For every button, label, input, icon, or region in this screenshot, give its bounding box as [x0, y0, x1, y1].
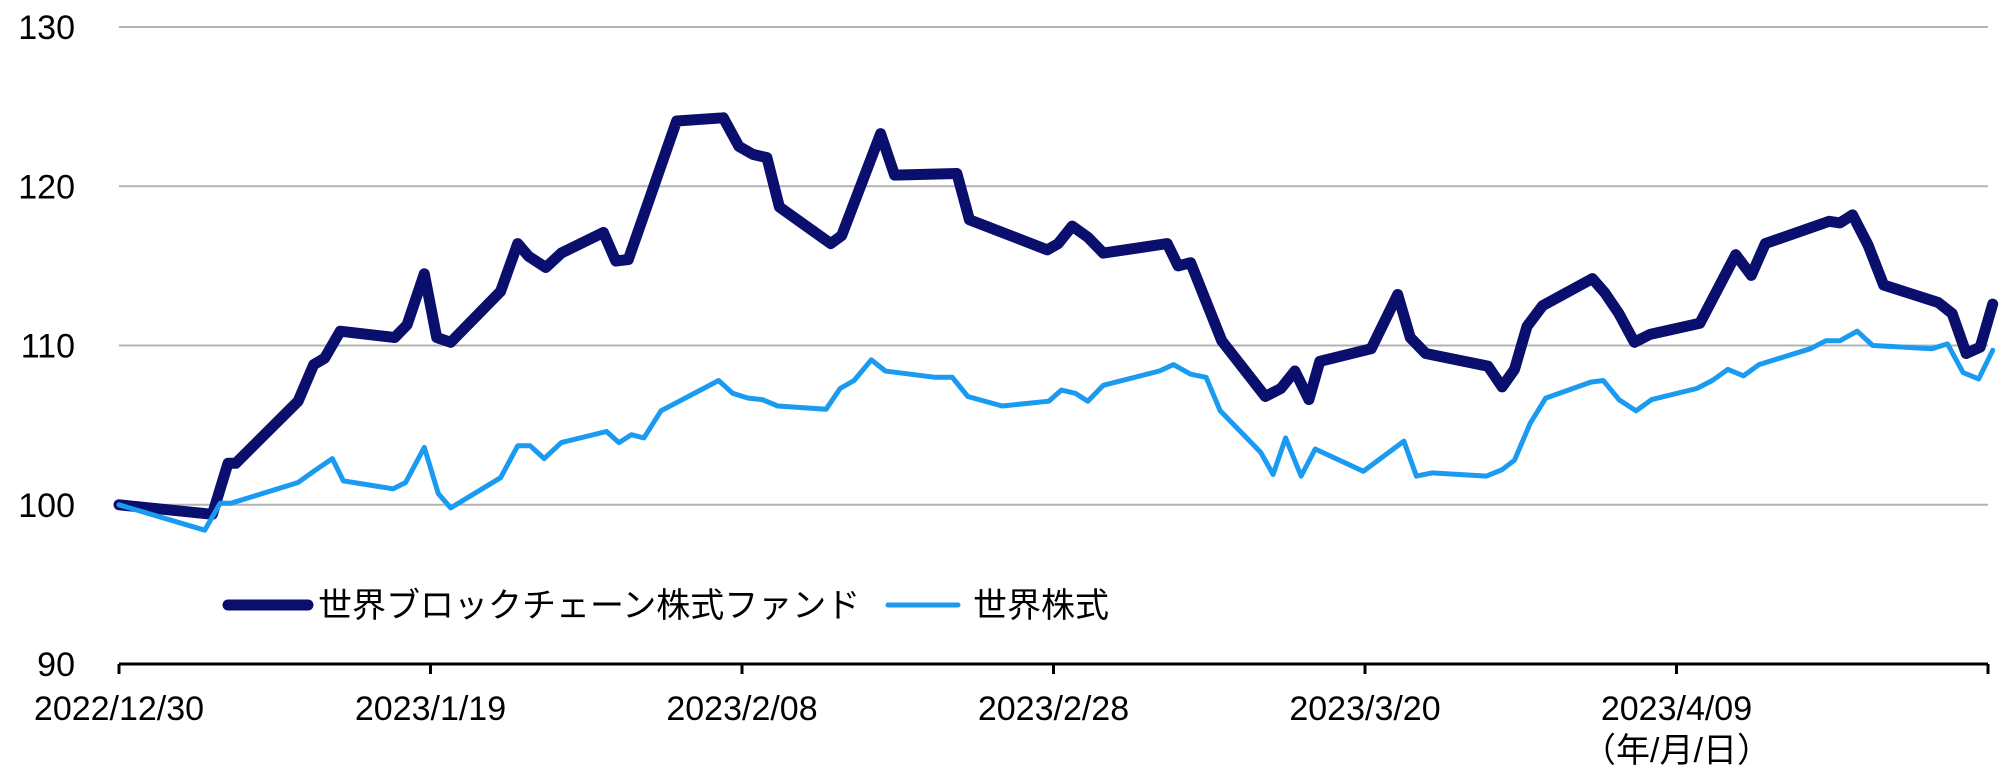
axes	[117, 662, 1990, 674]
series-line-0	[113, 112, 1999, 520]
tick-labels: 90 100 110 120 130 2022/12/30 2023/1/19 2023/2/…	[18, 9, 1771, 770]
legend: 世界ブロックチェーン株式ファンド 世界株式	[222, 587, 1109, 625]
x-tick-label-1: 2023/1/19	[355, 690, 506, 728]
y-tick-label-110: 110	[21, 328, 75, 366]
gridlines	[119, 26, 1988, 506]
x-tick-label-4: 2023/3/20	[1289, 690, 1440, 728]
y-tick-label-120: 120	[18, 168, 75, 206]
x-tick-label-2: 2023/2/08	[666, 690, 817, 728]
series-lines	[113, 112, 1999, 533]
x-tick-label-0: 2022/12/30	[34, 690, 204, 728]
x-unit-label: （年/月/日）	[1582, 732, 1771, 770]
legend-label-0: 世界ブロックチェーン株式ファンド	[318, 587, 860, 625]
legend-label-1: 世界株式	[973, 587, 1109, 625]
x-tick-label-5: 2023/4/09	[1601, 690, 1752, 728]
y-tick-label-130: 130	[18, 9, 75, 47]
y-tick-label-100: 100	[18, 487, 75, 525]
series-line-1	[116, 328, 1996, 533]
x-tick-label-3: 2023/2/28	[978, 690, 1129, 728]
y-tick-label-90: 90	[37, 646, 75, 684]
